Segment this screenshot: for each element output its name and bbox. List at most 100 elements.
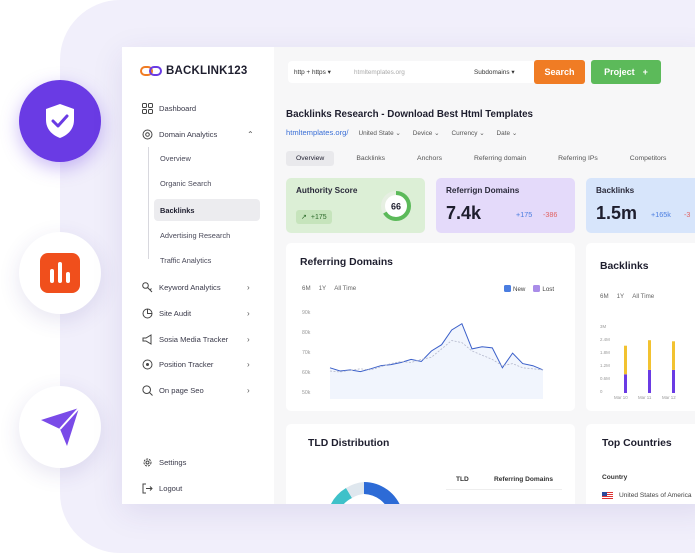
- chevron-right-icon: ›: [247, 360, 250, 369]
- y-tick: 0: [600, 389, 603, 394]
- caret-down-icon: ▾: [327, 69, 331, 76]
- referring-legend: New Lost: [504, 285, 554, 293]
- chevron-right-icon: ›: [247, 283, 250, 292]
- sidebar-item-site-audit[interactable]: Site Audit ›: [142, 308, 250, 319]
- range-6m[interactable]: 6M: [302, 285, 311, 292]
- protocol-select[interactable]: http + https ▾: [294, 69, 331, 76]
- tab-overview[interactable]: Overview: [286, 151, 335, 166]
- sidebar-item-label: On page Seo: [159, 386, 204, 395]
- referring-domains-column-header: Referring Domains: [494, 476, 553, 483]
- settings-icon: [143, 458, 152, 467]
- tld-donut-segment: [346, 482, 364, 498]
- main-content: http + https ▾ htmltemplates.org Subdoma…: [274, 47, 695, 504]
- range-1y[interactable]: 1Y: [318, 285, 327, 292]
- chevron-down-icon: ⌄: [395, 129, 401, 137]
- backlinks-bar-chart: [624, 340, 675, 393]
- submenu-item-traffic-analytics[interactable]: Traffic Analytics: [160, 256, 212, 265]
- bar-new: [672, 341, 675, 370]
- submenu-item-organic-search[interactable]: Organic Search: [160, 179, 212, 188]
- submenu-item-overview[interactable]: Overview: [160, 154, 191, 163]
- chevron-right-icon: ›: [247, 386, 250, 395]
- y-tick: 2.4M: [600, 337, 610, 342]
- divider: [446, 489, 562, 490]
- filter-date[interactable]: Date ⌄: [496, 129, 518, 137]
- bar-new: [648, 340, 651, 370]
- bar-lost: [624, 374, 627, 393]
- project-button-label: Project: [604, 67, 635, 77]
- sidebar-item-dashboard[interactable]: Dashboard: [142, 103, 196, 114]
- series-line-lost: [329, 340, 544, 373]
- referring-domains-gain: +175: [516, 210, 533, 219]
- range-all-time[interactable]: All Time: [334, 285, 357, 292]
- sidebar-item-social-media-tracker[interactable]: Sosia Media Tracker ›: [142, 334, 250, 345]
- bar-lost: [672, 369, 675, 393]
- tab-referring-ips[interactable]: Referring IPs: [558, 155, 598, 162]
- gear-icon: [142, 129, 153, 140]
- filter-currency[interactable]: Currency ⌄: [451, 129, 485, 137]
- tab-competitors[interactable]: Competitors: [629, 155, 667, 162]
- analytics-badge: [19, 232, 101, 314]
- project-button[interactable]: Project +: [591, 60, 661, 84]
- chevron-down-icon: ⌄: [511, 129, 518, 137]
- range-6m[interactable]: 6M: [600, 293, 609, 300]
- logout-icon: [142, 483, 153, 494]
- sidebar-item-label: Keyword Analytics: [159, 283, 221, 292]
- tld-title: TLD Distribution: [308, 438, 390, 449]
- caret-down-icon: ▾: [511, 69, 515, 76]
- filter-device[interactable]: Device ⌄: [412, 129, 440, 137]
- sidebar-item-label: Logout: [159, 484, 183, 493]
- sidebar: BACKLINK123 Dashboard Domain Analytics ⌃…: [122, 47, 274, 504]
- sidebar-item-label: Settings: [159, 458, 187, 467]
- tab-anchors[interactable]: Anchors: [417, 155, 442, 162]
- sidebar-item-on-page-seo[interactable]: On page Seo ›: [142, 385, 250, 396]
- tld-donut-chart: [331, 482, 400, 504]
- authority-score-title: Authority Score: [296, 186, 358, 195]
- series-line-new: [329, 322, 544, 373]
- authority-score-ring: 66: [381, 191, 411, 221]
- domain-input[interactable]: htmltemplates.org: [354, 68, 405, 76]
- chain-link-icon: [140, 66, 162, 76]
- submenu-item-backlinks[interactable]: Backlinks: [154, 199, 260, 221]
- tab-referring-domain[interactable]: Referring domain: [473, 155, 527, 162]
- range-all-time[interactable]: All Time: [632, 293, 655, 300]
- sidebar-item-label: Position Tracker: [159, 360, 214, 369]
- domain-link[interactable]: htmltemplates.org/: [286, 128, 349, 137]
- country-column-header: Country: [602, 474, 628, 481]
- backlinks-range-selector: 6M 1Y All Time: [600, 293, 654, 300]
- referring-domains-card: Referrign Domains 7.4k +175 -386: [436, 178, 575, 233]
- search-button[interactable]: Search: [534, 60, 585, 84]
- x-tick: Mar 12: [662, 395, 676, 400]
- authority-delta-badge: ↗ +175: [296, 210, 332, 224]
- sidebar-item-domain-analytics[interactable]: Domain Analytics ⌃: [142, 129, 254, 140]
- logo: BACKLINK123: [140, 65, 247, 77]
- send-badge: [19, 386, 101, 468]
- sidebar-item-keyword-analytics[interactable]: Keyword Analytics ›: [142, 282, 250, 293]
- chevron-right-icon: ›: [247, 309, 250, 318]
- search-icon: [142, 385, 153, 396]
- scope-select[interactable]: Subdomains ▾: [474, 69, 515, 76]
- referring-range-selector: 6M 1Y All Time: [302, 285, 356, 292]
- top-countries-title: Top Countries: [602, 438, 672, 449]
- sidebar-item-position-tracker[interactable]: Position Tracker ›: [142, 359, 250, 370]
- legend-lost[interactable]: Lost: [533, 285, 554, 293]
- sidebar-item-label: Dashboard: [159, 104, 197, 113]
- us-flag-icon: [602, 492, 613, 499]
- country-name: United States of America: [619, 492, 692, 499]
- filter-country[interactable]: United State ⌄: [358, 129, 401, 137]
- chevron-up-icon: ⌃: [247, 130, 254, 139]
- submenu-line: [148, 147, 149, 259]
- sidebar-item-label: Sosia Media Tracker: [159, 335, 229, 344]
- tab-backlinks[interactable]: Backlinks: [356, 155, 386, 162]
- tld-donut-segment: [331, 488, 352, 504]
- range-1y[interactable]: 1Y: [616, 293, 625, 300]
- submenu-item-advertising-research[interactable]: Advertising Research: [160, 231, 231, 240]
- sidebar-item-logout[interactable]: Logout: [142, 483, 182, 494]
- y-tick: 1.2M: [600, 363, 610, 368]
- authority-delta: +175: [310, 213, 327, 221]
- tld-donut-segment: [364, 482, 400, 504]
- y-tick: 90k: [302, 310, 311, 316]
- app-window: BACKLINK123 Dashboard Domain Analytics ⌃…: [122, 47, 695, 504]
- sidebar-item-settings[interactable]: Settings: [142, 457, 186, 468]
- chevron-down-icon: ⌄: [479, 129, 485, 137]
- legend-new[interactable]: New: [504, 285, 525, 293]
